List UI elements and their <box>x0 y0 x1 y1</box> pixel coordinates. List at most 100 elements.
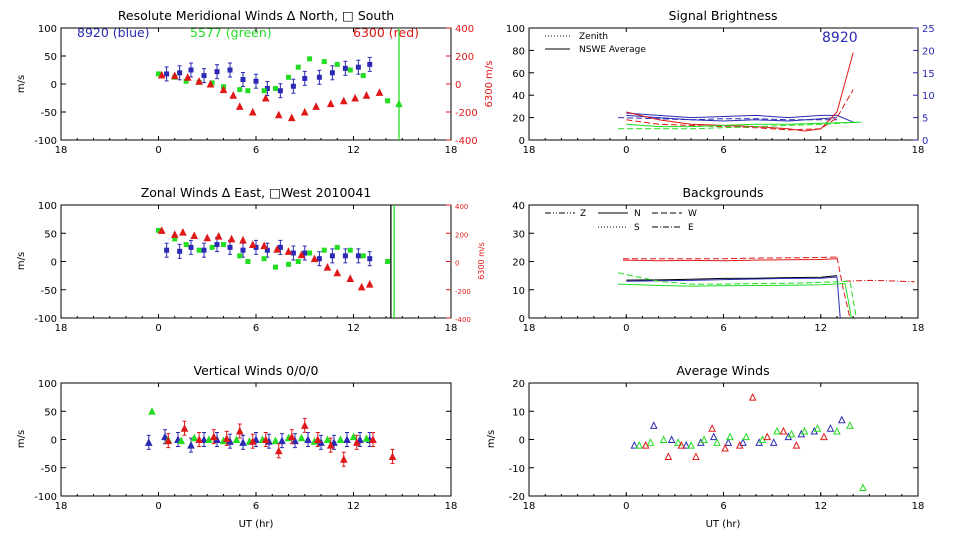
zonal-ytick-r-label: 200 <box>455 231 468 239</box>
zonal-series-red-2-point <box>179 228 187 236</box>
meridional-series-green-1-point <box>183 78 189 84</box>
average-frame <box>528 382 919 497</box>
zonal-series-red-2-point <box>297 250 306 259</box>
meridional-ytick-r-label: -200 <box>455 108 478 119</box>
zonal-series-red-2-point <box>248 240 257 249</box>
vertical-series-red-2-point <box>235 426 244 435</box>
meridional-title: Resolute Meridional Winds ∆ North, □ Sou… <box>118 8 394 23</box>
meridional-ytick-label: -100 <box>34 136 57 147</box>
vertical-series-green-1-point <box>323 435 332 443</box>
zonal-series-green-1-point <box>295 259 301 264</box>
meridional-series-blue-0-point <box>302 75 308 81</box>
meridional-series-red-2-point <box>362 91 371 99</box>
meridional-xtick-label: 18 <box>445 145 458 156</box>
zonal-xtick-label: 6 <box>253 323 259 334</box>
backgrounds-series-red-0 <box>622 258 838 262</box>
average-series-green-1-point <box>846 421 854 429</box>
meridional-series-green-1-point <box>360 73 366 79</box>
average-series-blue-0-point <box>630 441 639 449</box>
average-series-blue-0-point <box>649 421 658 429</box>
average-xtick-label: 12 <box>814 501 827 512</box>
zonal-series-blue-0-point <box>367 256 373 262</box>
zonal-series-green-1-point <box>196 247 202 253</box>
zonal-series-blue-0-point <box>177 248 183 254</box>
meridional-series-red-2-point <box>248 107 257 116</box>
brightness-ytick-r-label: 0 <box>922 136 928 147</box>
brightness-ytick-label: 60 <box>512 69 525 80</box>
zonal-series-blue-0-point <box>188 244 194 250</box>
zonal-series-red-2-point <box>346 274 355 282</box>
zonal-series-red-2-point <box>157 226 166 234</box>
meridional-series-green-1-point <box>321 59 327 65</box>
average-title: Average Winds <box>676 363 769 378</box>
average-xtick-label: 6 <box>720 501 726 512</box>
vertical-ytick-label: 0 <box>51 436 57 447</box>
vertical-xtick-label: 0 <box>155 501 161 512</box>
zonal-series-blue-0-point <box>240 247 246 253</box>
backgrounds-series-green-6 <box>618 282 852 319</box>
brightness-series-blue-1 <box>618 117 837 121</box>
average-series-green-1-point <box>800 426 809 435</box>
backgrounds-ytick-label: 10 <box>512 286 525 297</box>
zonal-xtick-label: 18 <box>55 323 68 334</box>
brightness-series-blue-2 <box>626 114 838 122</box>
vertical-series-green-1-point <box>349 432 358 441</box>
bg-legend-w: W <box>688 209 697 219</box>
zonal-series-green-1-point <box>221 242 226 248</box>
zonal-ytick-label: 50 <box>44 229 57 240</box>
meridional-series-blue-0-point <box>201 73 207 79</box>
meridional-series-red-2-point <box>206 79 215 88</box>
legend-blue-label: 8920 (blue) <box>77 25 150 40</box>
average-series-red-2-point <box>692 452 700 460</box>
vertical-series-green-1-point <box>177 436 186 445</box>
average-series-red-2-point <box>820 432 828 441</box>
brightness-xtick-label: 12 <box>814 145 827 156</box>
average-ytick-label: 0 <box>519 436 525 447</box>
vertical-series-red-2-point <box>222 434 231 442</box>
average-series-blue-0-point <box>682 441 691 449</box>
average-series-green-1-point <box>700 435 708 443</box>
meridional-series-green-1-point <box>237 87 243 93</box>
vertical-title: Vertical Winds 0/0/0 <box>194 363 319 378</box>
zonal-series-green-1-point <box>286 261 291 267</box>
meridional-ytick-label: 50 <box>44 52 57 63</box>
meridional-series-blue-0-point <box>342 65 348 71</box>
zonal-ytick-r-label: -400 <box>455 316 471 324</box>
meridional-series-green-1-point <box>209 80 215 86</box>
vertical-series-red-2-point <box>164 436 173 445</box>
average-xtick-label: 0 <box>623 501 629 512</box>
backgrounds-series-red-3 <box>845 279 915 283</box>
average-ylabel: m/s <box>486 430 497 448</box>
average-series-green-1-point <box>635 441 644 449</box>
average-series-green-1-point <box>773 426 781 435</box>
brightness-ytick-label: 0 <box>519 136 525 147</box>
meridional-series-green-1-point <box>273 85 278 91</box>
vertical-xtick-label: 6 <box>253 501 259 512</box>
vertical-series-red-2-point <box>195 435 203 443</box>
zonal-ytick-label: 0 <box>51 258 57 269</box>
average-xtick-label: 18 <box>523 501 536 512</box>
average-series-red-2-point <box>748 393 757 401</box>
brightness-ytick-r-label: 15 <box>922 69 935 80</box>
zonal-ytick-label: -50 <box>41 286 57 297</box>
zonal-series-red-2-point <box>284 247 293 255</box>
zonal-series-green-1-point <box>237 253 243 259</box>
zonal-series-red-2-point <box>260 241 268 250</box>
meridional-ytick-r-label: -400 <box>455 136 478 147</box>
zonal-series-blue-0-point <box>302 250 308 256</box>
meridional-ytick-r-label: 0 <box>455 80 461 91</box>
average-series-red-2-point <box>708 424 716 432</box>
vertical-series-green-1-point <box>232 435 241 443</box>
vertical-panel: 18 0 6 12 18 100 50 0 -50 -100 <box>34 379 457 512</box>
backgrounds-xtick-label: 12 <box>814 323 827 334</box>
vertical-series-red-2-point <box>274 446 283 455</box>
meridional-series-green-1-point <box>295 64 301 70</box>
brightness-ytick-label: 20 <box>512 114 525 125</box>
meridional-series-red-2-point <box>261 93 270 102</box>
meridional-series-red-2-point <box>219 85 228 94</box>
vertical-ytick-label: 100 <box>38 379 57 390</box>
vertical-series-red-2-point <box>300 421 309 429</box>
average-series-blue-0-point <box>826 424 835 432</box>
